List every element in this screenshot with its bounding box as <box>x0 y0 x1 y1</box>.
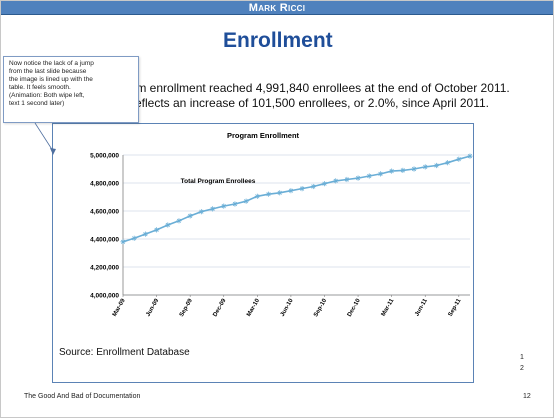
data-point <box>265 191 272 197</box>
x-tick-label: Jun-09 <box>145 297 160 317</box>
slide-title: Enrollment <box>223 29 333 52</box>
header-bar: Mark Ricci <box>1 1 553 15</box>
note-line: from the last slide because <box>9 68 87 75</box>
chart-frame <box>52 123 474 383</box>
data-point <box>411 166 417 172</box>
x-tick-label: Dec-09 <box>212 297 227 318</box>
data-point <box>467 153 473 159</box>
data-point <box>254 193 260 199</box>
x-tick-label: Mar-10 <box>246 297 261 317</box>
data-point <box>400 167 406 173</box>
series-line <box>122 155 471 243</box>
x-tick-label: Mar-09 <box>112 297 127 317</box>
note-line: (Animation: Both wipe left, <box>9 92 85 99</box>
data-point <box>209 206 216 212</box>
data-point <box>198 209 204 215</box>
data-point <box>310 183 316 190</box>
source-label: Source: Enrollment Database <box>59 347 190 358</box>
data-point <box>176 218 182 224</box>
chart-title: Program Enrollment <box>227 131 300 140</box>
y-tick-label: 5,000,000 <box>90 153 119 160</box>
data-point <box>153 227 160 233</box>
x-tick-label: Jun-10 <box>280 297 295 317</box>
y-tick-label: 4,800,000 <box>90 181 119 188</box>
header-title: Mark Ricci <box>248 2 306 14</box>
data-point <box>333 178 339 184</box>
data-point <box>456 156 462 162</box>
data-point <box>344 176 350 183</box>
x-tick-label: Sep-09 <box>179 297 194 318</box>
data-point <box>355 175 361 181</box>
note-line: Now notice the lack of a jump <box>9 60 94 67</box>
x-tick-label: Jun-11 <box>414 297 429 317</box>
note-line: the image is lined up with the <box>9 76 93 83</box>
data-point <box>288 188 294 194</box>
y-tick-label: 4,600,000 <box>90 209 119 216</box>
data-point <box>232 201 238 207</box>
data-point <box>299 186 305 192</box>
data-point <box>187 213 193 219</box>
data-point <box>142 231 148 237</box>
note-line: table. It feels smooth. <box>9 84 71 91</box>
data-point <box>389 168 395 174</box>
data-point <box>321 181 328 187</box>
x-tick-label: Sep-11 <box>448 297 463 317</box>
page-number: 12 <box>523 393 531 400</box>
enrollment-chart: Program Enrollment 4,000,000 4,200,000 4,40… <box>90 131 473 318</box>
x-tick-label: Sep-10 <box>313 297 328 318</box>
data-point <box>433 162 440 169</box>
footer-text: The Good And Bad of Documentation <box>24 393 141 400</box>
data-point <box>165 222 171 228</box>
series-annotation: Total Program Enrollees <box>181 178 256 185</box>
data-point <box>377 171 384 177</box>
speaker-note-callout[interactable]: Now notice the lack of a jump from the l… <box>3 56 139 123</box>
y-tick-label: 4,400,000 <box>90 237 119 244</box>
data-point <box>131 235 137 241</box>
y-tick-label: 4,200,000 <box>90 265 119 272</box>
side-number-2: 2 <box>520 365 524 372</box>
data-point <box>277 190 283 196</box>
body-text-line-2: is reflects an increase of 101,500 enrol… <box>119 96 489 110</box>
x-tick-label: Mar-11 <box>381 297 396 317</box>
data-point <box>445 160 451 166</box>
data-point <box>120 239 126 245</box>
data-point <box>243 198 249 204</box>
data-point <box>221 203 227 209</box>
side-number-1: 1 <box>520 354 524 361</box>
data-point <box>366 173 372 179</box>
note-line: text 1 second later) <box>9 100 65 107</box>
y-tick-label: 4,000,000 <box>90 293 119 300</box>
x-tick-label: Dec-10 <box>347 297 362 318</box>
data-point <box>422 164 428 170</box>
body-text-line-1: gram enrollment reached 4,991,840 enroll… <box>119 81 510 95</box>
